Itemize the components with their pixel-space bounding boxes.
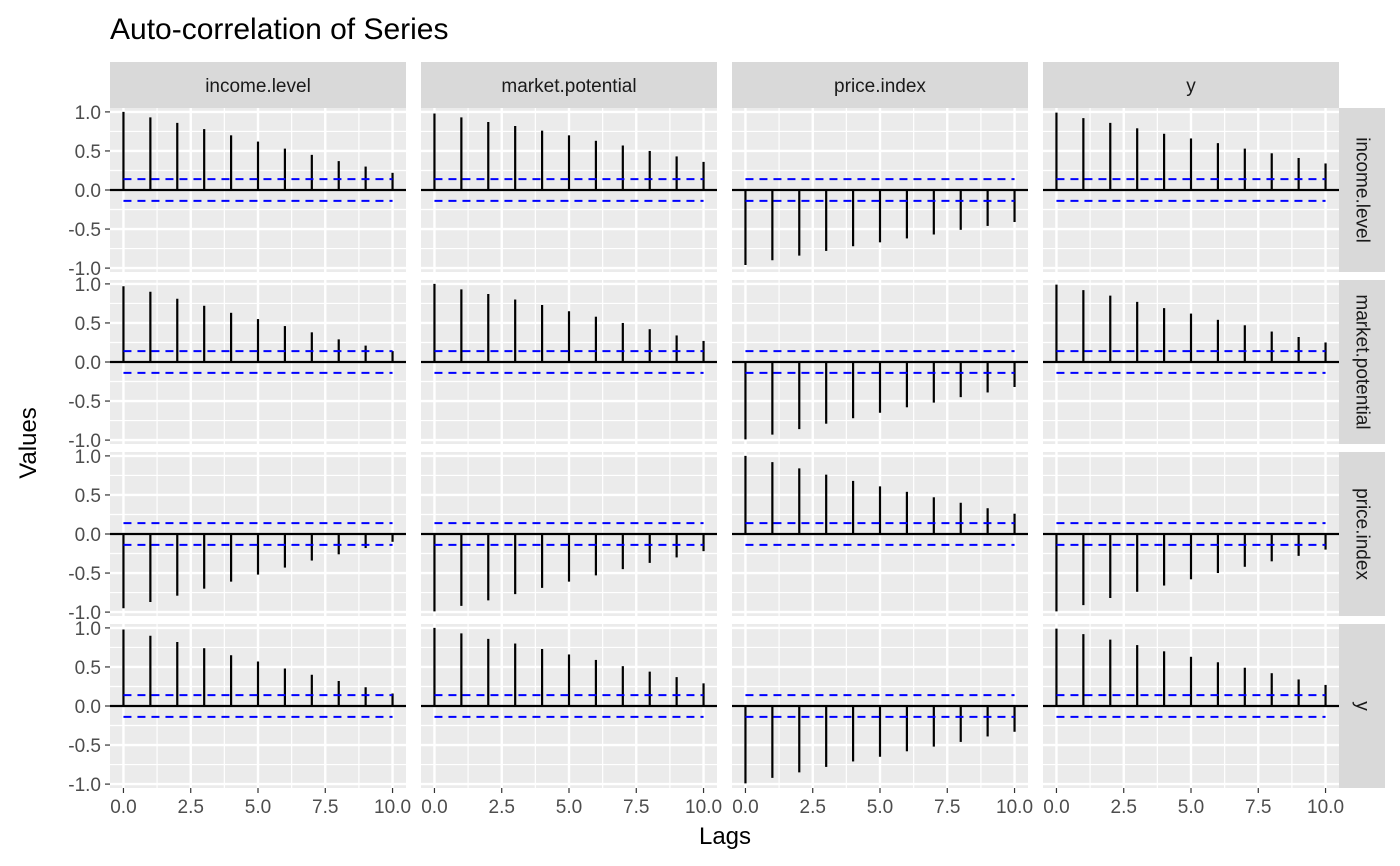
facet-panel bbox=[421, 108, 717, 272]
row-strip-label-group: price.index bbox=[1352, 488, 1373, 580]
column-strip bbox=[421, 62, 717, 108]
x-tick-label: 0.0 bbox=[421, 797, 447, 818]
column-strip-label: y bbox=[1186, 76, 1196, 97]
facet-panel bbox=[1043, 452, 1339, 616]
row-strip-label: market.potential bbox=[1352, 294, 1373, 429]
facet-panel bbox=[732, 452, 1028, 616]
y-tick-label: -1.0 bbox=[68, 259, 101, 280]
x-tick-label: 10.0 bbox=[996, 797, 1033, 818]
y-tick-label: -1.0 bbox=[68, 431, 101, 452]
column-strip-label: income.level bbox=[205, 76, 311, 97]
facet-panel bbox=[732, 280, 1028, 444]
x-tick-label: 2.5 bbox=[1111, 797, 1137, 818]
column-strip-label: price.index bbox=[834, 76, 926, 97]
row-strip-label-group: y bbox=[1352, 701, 1373, 711]
facet-panel bbox=[421, 452, 717, 616]
chart-title: Auto-correlation of Series bbox=[110, 13, 449, 46]
column-strip-label: market.potential bbox=[501, 76, 636, 97]
x-tick-label: 10.0 bbox=[374, 797, 411, 818]
facet-panel bbox=[732, 108, 1028, 272]
facet-panel bbox=[732, 624, 1028, 788]
y-tick-label: -1.0 bbox=[68, 775, 101, 796]
y-tick-label: -1.0 bbox=[68, 603, 101, 624]
column-strip bbox=[732, 62, 1028, 108]
facet-panel bbox=[1043, 280, 1339, 444]
x-tick-label: 0.0 bbox=[1043, 797, 1069, 818]
facet-panel bbox=[1043, 624, 1339, 788]
x-axis-title: Lags bbox=[699, 823, 751, 850]
row-strip-label: y bbox=[1352, 701, 1373, 711]
y-tick-label: 0.5 bbox=[75, 142, 101, 163]
x-tick-label: 10.0 bbox=[685, 797, 722, 818]
y-tick-label: -0.5 bbox=[68, 220, 101, 241]
y-tick-label: 0.5 bbox=[75, 486, 101, 507]
facet-panel bbox=[421, 280, 717, 444]
y-axis-title: Values bbox=[15, 407, 42, 479]
row-strip-label-group: market.potential bbox=[1352, 294, 1373, 429]
row-strip bbox=[1339, 280, 1385, 444]
facet-panel bbox=[110, 108, 406, 272]
column-strip bbox=[110, 62, 406, 108]
x-tick-label: 7.5 bbox=[312, 797, 338, 818]
x-tick-label: 5.0 bbox=[867, 797, 893, 818]
y-tick-label: 0.0 bbox=[75, 181, 101, 202]
y-tick-label: 0.0 bbox=[75, 525, 101, 546]
y-tick-label: 0.0 bbox=[75, 353, 101, 374]
y-tick-label: 1.0 bbox=[75, 619, 101, 640]
row-strip-label-group: income.level bbox=[1352, 137, 1373, 243]
y-tick-label: 1.0 bbox=[75, 275, 101, 296]
x-tick-label: 7.5 bbox=[623, 797, 649, 818]
row-strip bbox=[1339, 108, 1385, 272]
facet-panel bbox=[110, 452, 406, 616]
y-tick-label: 0.0 bbox=[75, 697, 101, 718]
row-strip bbox=[1339, 452, 1385, 616]
facet-panel bbox=[421, 624, 717, 788]
x-tick-label: 10.0 bbox=[1307, 797, 1344, 818]
row-strip-label: price.index bbox=[1352, 488, 1373, 580]
x-tick-label: 5.0 bbox=[556, 797, 582, 818]
row-strip-label: income.level bbox=[1352, 137, 1373, 243]
x-tick-label: 2.5 bbox=[800, 797, 826, 818]
y-tick-label: -0.5 bbox=[68, 392, 101, 413]
facet-panel bbox=[110, 624, 406, 788]
facet-panel bbox=[110, 280, 406, 444]
y-tick-label: -0.5 bbox=[68, 564, 101, 585]
x-tick-label: 7.5 bbox=[1245, 797, 1271, 818]
x-tick-label: 5.0 bbox=[1178, 797, 1204, 818]
facet-panels: income.level market.potential price.index y… bbox=[68, 62, 1385, 818]
x-tick-label: 7.5 bbox=[934, 797, 960, 818]
facet-panel bbox=[1043, 108, 1339, 272]
x-tick-label: 2.5 bbox=[178, 797, 204, 818]
row-strip bbox=[1339, 624, 1385, 788]
y-tick-label: 1.0 bbox=[75, 447, 101, 468]
x-tick-label: 5.0 bbox=[245, 797, 271, 818]
y-tick-label: 0.5 bbox=[75, 658, 101, 679]
column-strip bbox=[1043, 62, 1339, 108]
y-tick-label: 1.0 bbox=[75, 103, 101, 124]
y-tick-label: 0.5 bbox=[75, 314, 101, 335]
x-tick-label: 0.0 bbox=[732, 797, 758, 818]
x-tick-label: 0.0 bbox=[110, 797, 136, 818]
y-tick-label: -0.5 bbox=[68, 736, 101, 757]
x-tick-label: 2.5 bbox=[489, 797, 515, 818]
